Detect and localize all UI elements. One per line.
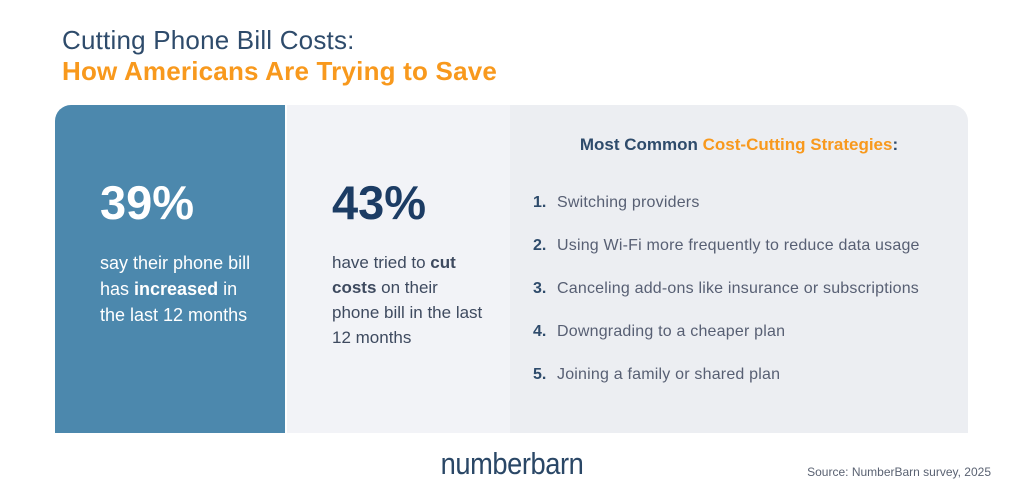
list-item: 3. Canceling add-ons like insurance or s… (533, 281, 952, 297)
item-label: Downgrading to a cheaper plan (557, 323, 786, 340)
heading-prefix: Most Common (579, 135, 703, 154)
item-number: 4. (533, 323, 547, 340)
list-item: 1. Switching providers (533, 195, 952, 211)
item-number: 3. (533, 280, 547, 297)
stat-text-after: on their phone bill in the last 12 month… (332, 278, 488, 347)
stat-text-before: say their phone bill has (100, 253, 256, 299)
list-item: 2. Using Wi-Fi more frequently to reduce… (533, 238, 952, 254)
heading-suffix: : (892, 135, 899, 154)
item-label: Canceling add-ons like insurance or subs… (557, 280, 919, 297)
item-label: Switching providers (557, 194, 700, 211)
source-note: Source: NumberBarn survey, 2025 (807, 465, 991, 479)
item-label: Using Wi-Fi more frequently to reduce da… (557, 237, 920, 254)
item-number: 1. (533, 194, 547, 211)
item-number: 2. (533, 237, 547, 254)
header: Cutting Phone Bill Costs: How Americans … (62, 25, 497, 87)
numberbarn-logo: numberbarn (440, 446, 584, 481)
heading-highlight: Cost-Cutting Strategies (702, 135, 893, 154)
page-title: Cutting Phone Bill Costs: (62, 25, 355, 55)
strategies-list: 1. Switching providers 2. Using Wi-Fi mo… (533, 195, 952, 410)
stat-panel-cut-costs: 43% have tried to cut costs on their pho… (287, 105, 510, 433)
strategies-panel: Most Common Cost-Cutting Strategies: 1. … (510, 105, 968, 433)
list-item: 5. Joining a family or shared plan (533, 367, 952, 383)
stat-panel-increased: 39% say their phone bill has increased i… (55, 105, 285, 433)
item-label: Joining a family or shared plan (557, 366, 781, 383)
item-number: 5. (533, 366, 547, 383)
list-item: 4. Downgrading to a cheaper plan (533, 324, 952, 340)
page-subtitle: How Americans Are Trying to Save (62, 56, 498, 86)
stat-text-before: have tried to (332, 253, 431, 272)
stat-value-43: 43% (332, 176, 427, 229)
stat-value-39: 39% (100, 176, 195, 229)
panels-row: 39% say their phone bill has increased i… (55, 105, 968, 433)
stat-text-bold: cut costs (332, 253, 461, 297)
stat-description-43: have tried to cut costs on their phone b… (332, 250, 487, 350)
strategies-heading: Most Common Cost-Cutting Strategies: (510, 135, 968, 155)
stat-text-bold: increased (134, 279, 219, 299)
stat-description-39: say their phone bill has increased in th… (100, 250, 258, 328)
stat-text-after: in the last 12 months (100, 279, 248, 325)
